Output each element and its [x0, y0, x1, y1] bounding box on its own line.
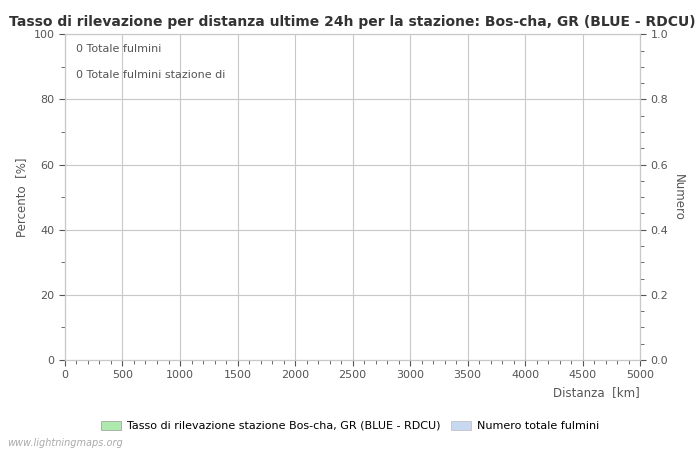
Text: 0 Totale fulmini: 0 Totale fulmini: [76, 44, 162, 54]
Text: www.lightningmaps.org: www.lightningmaps.org: [7, 438, 122, 448]
Legend: Tasso di rilevazione stazione Bos-cha, GR (BLUE - RDCU), Numero totale fulmini: Tasso di rilevazione stazione Bos-cha, G…: [97, 416, 603, 436]
Text: 0 Totale fulmini stazione di: 0 Totale fulmini stazione di: [76, 70, 226, 80]
Y-axis label: Numero: Numero: [672, 174, 685, 220]
Title: Tasso di rilevazione per distanza ultime 24h per la stazione: Bos-cha, GR (BLUE : Tasso di rilevazione per distanza ultime…: [9, 15, 696, 29]
Y-axis label: Percento  [%]: Percento [%]: [15, 158, 28, 237]
X-axis label: Distanza  [km]: Distanza [km]: [554, 386, 640, 399]
